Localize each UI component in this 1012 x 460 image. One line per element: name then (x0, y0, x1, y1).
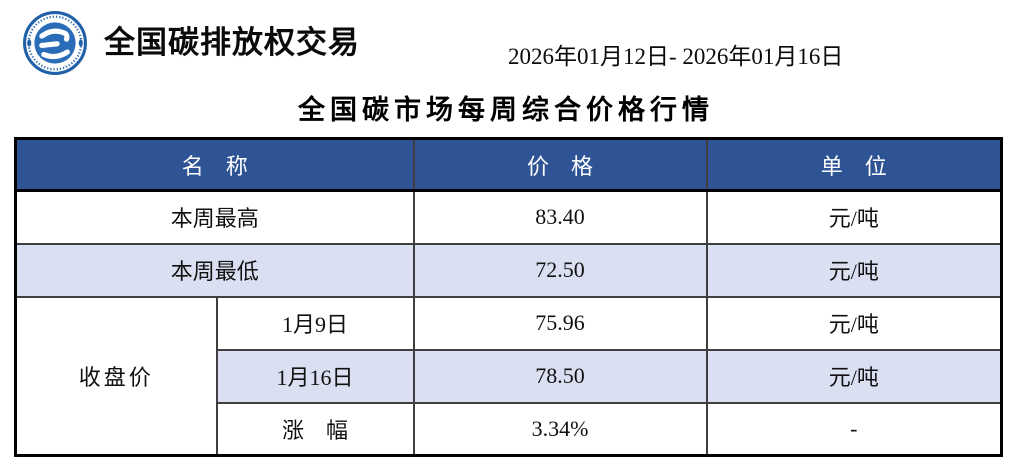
unit-value: 元/吨 (705, 348, 1003, 404)
table-row-weekly-low: 本周最低 72.50 元/吨 (14, 242, 1003, 298)
table-row-weekly-high: 本周最高 83.40 元/吨 (14, 189, 1003, 245)
weekly-price-table: 名 称 价 格 单 位 本周最高 83.40 元/吨 本周最低 72.50 元/… (14, 137, 1004, 457)
price-value: 83.40 (412, 189, 708, 245)
price-value: 75.96 (412, 295, 708, 351)
row-label: 1月16日 (215, 348, 415, 404)
column-header-name: 名 称 (14, 137, 415, 192)
price-value: 3.34% (412, 401, 708, 457)
price-value: 72.50 (412, 242, 708, 298)
row-label: 本周最低 (14, 242, 415, 298)
row-label: 涨 幅 (215, 401, 415, 457)
column-header-price: 价 格 (412, 137, 708, 192)
table-row-close-jan9: 收盘价 1月9日 75.96 元/吨 (14, 295, 1003, 457)
brand-name: 全国碳排放权交易 (104, 25, 360, 60)
carbon-exchange-logo-icon (23, 11, 87, 75)
unit-value: - (705, 401, 1003, 457)
brand-header: 全国碳排放权交易 (22, 10, 360, 76)
price-value: 78.50 (412, 348, 708, 404)
date-range: 2026年01月12日- 2026年01月16日 (508, 44, 844, 69)
unit-value: 元/吨 (705, 295, 1003, 351)
table-row-change-pct: 涨 幅 3.34% - (16, 401, 1003, 457)
table-row-close-jan16: 1月16日 78.50 元/吨 (16, 348, 1003, 404)
page-title: 全国碳市场每周综合价格行情 (298, 95, 714, 125)
unit-value: 元/吨 (705, 242, 1003, 298)
column-header-unit: 单 位 (705, 137, 1003, 192)
row-label: 本周最高 (14, 189, 415, 245)
row-label: 1月9日 (215, 295, 415, 351)
unit-value: 元/吨 (705, 189, 1003, 245)
table-header-row: 名 称 价 格 单 位 (14, 137, 1003, 192)
close-price-group-label: 收盘价 (14, 295, 218, 457)
